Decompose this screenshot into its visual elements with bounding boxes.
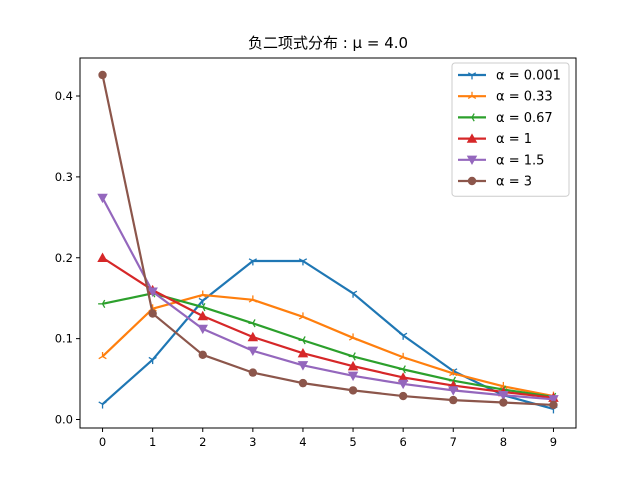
data-point-3-0	[97, 252, 108, 262]
data-point-4-9	[548, 395, 559, 405]
legend-entry-0: α = 0.001	[458, 69, 561, 84]
axes-frame	[79, 57, 577, 429]
data-point-4-0	[97, 193, 108, 204]
legend-label-4: α = 1.5	[496, 153, 544, 168]
data-point-0-2	[198, 297, 207, 306]
legend-marker-0	[467, 72, 477, 80]
x-tick-label-7: 7	[450, 435, 457, 449]
x-tick-label-0: 0	[99, 435, 106, 449]
data-point-4-3	[247, 346, 259, 357]
legend-marker-4	[466, 155, 478, 166]
data-point-1-3	[248, 295, 257, 303]
data-point-5-7	[449, 395, 458, 405]
data-point-4-5	[347, 371, 359, 382]
data-point-1-5	[348, 333, 358, 341]
data-point-5-9	[549, 400, 558, 410]
data-point-1-4	[298, 312, 308, 320]
data-point-3-5	[347, 360, 359, 371]
series-line-4	[101, 197, 554, 401]
data-point-4-7	[448, 386, 459, 396]
legend-marker-2	[467, 113, 475, 122]
data-point-5-0	[98, 70, 107, 80]
data-point-5-2	[198, 350, 207, 360]
data-point-2-5	[348, 352, 356, 361]
data-point-5-6	[398, 391, 408, 401]
legend-entry-2: α = 0.67	[458, 111, 553, 126]
y-tick-label-1: 0.1	[55, 332, 73, 346]
legend-entry-4: α = 1.5	[458, 153, 544, 168]
data-point-4-1	[147, 287, 158, 297]
data-point-3-3	[247, 331, 259, 342]
data-point-4-2	[197, 324, 208, 335]
data-point-5-5	[348, 386, 358, 395]
data-point-2-0	[98, 299, 106, 309]
data-point-2-3	[248, 319, 256, 328]
data-point-3-6	[397, 372, 409, 382]
data-point-1-0	[98, 352, 107, 360]
data-point-1-6	[399, 352, 408, 361]
legend-marker-5	[467, 176, 477, 186]
data-point-5-4	[298, 378, 308, 388]
x-tick-label-9: 9	[550, 435, 557, 449]
legend-label-3: α = 1	[496, 132, 532, 147]
data-point-0-5	[348, 290, 358, 298]
data-point-4-4	[297, 361, 309, 371]
x-tick-label-2: 2	[199, 435, 206, 449]
series-line-0	[101, 259, 554, 411]
data-point-3-2	[197, 310, 208, 321]
x-tick-label-8: 8	[500, 435, 507, 449]
data-point-1-7	[449, 368, 458, 377]
data-point-5-8	[499, 398, 508, 407]
series-line-3	[101, 256, 554, 399]
x-tick-label-1: 1	[149, 435, 156, 449]
legend-marker-3	[466, 133, 478, 143]
legend-label-5: α = 3	[496, 175, 532, 190]
y-tick-label-2: 0.2	[55, 251, 73, 265]
data-point-2-4	[298, 336, 306, 345]
data-point-0-3	[248, 258, 257, 266]
legend-entry-3: α = 1	[458, 132, 532, 147]
y-tick-label-3: 0.3	[55, 170, 73, 184]
legend: α = 0.001 α = 0.33 α = 0.67 α = 1 α = 1.5 α =…	[451, 62, 570, 197]
legend-label-1: α = 0.33	[496, 90, 553, 105]
series-5	[98, 70, 558, 410]
data-point-2-6	[398, 365, 406, 374]
legend-marker-1	[467, 91, 477, 99]
data-point-1-2	[198, 290, 207, 298]
axes: 0 1 2 3 4 5 6 7 8 9 0.0 0.1 0.2 0.3 0.4	[55, 57, 577, 449]
data-point-4-8	[498, 391, 509, 401]
series-0	[98, 258, 558, 414]
x-tick-label-3: 3	[249, 435, 256, 449]
series-line-5	[101, 74, 554, 407]
legend-entry-5: α = 3	[458, 175, 532, 190]
data-point-3-4	[297, 347, 309, 358]
y-tick-label-0: 0.0	[55, 413, 73, 427]
data-point-0-6	[399, 332, 408, 340]
legend-entry-1: α = 0.33	[458, 90, 553, 105]
chart-title: 负二项式分布 : μ = 4.0	[248, 34, 408, 52]
series-4	[97, 193, 559, 405]
x-tick-label-6: 6	[399, 435, 406, 449]
data-point-5-3	[248, 368, 258, 377]
data-point-0-0	[98, 401, 107, 409]
plot-area	[97, 70, 559, 414]
series-line-2	[102, 292, 554, 398]
data-point-0-1	[148, 356, 157, 365]
data-point-4-6	[397, 379, 409, 390]
data-point-5-1	[148, 309, 157, 318]
legend-label-0: α = 0.001	[496, 69, 561, 84]
data-point-0-4	[298, 258, 308, 266]
data-point-2-2	[198, 302, 206, 312]
y-tick-label-4: 0.4	[55, 89, 73, 103]
legend-label-2: α = 0.67	[496, 111, 553, 126]
x-tick-label-4: 4	[299, 435, 306, 449]
x-tick-label-5: 5	[349, 435, 356, 449]
